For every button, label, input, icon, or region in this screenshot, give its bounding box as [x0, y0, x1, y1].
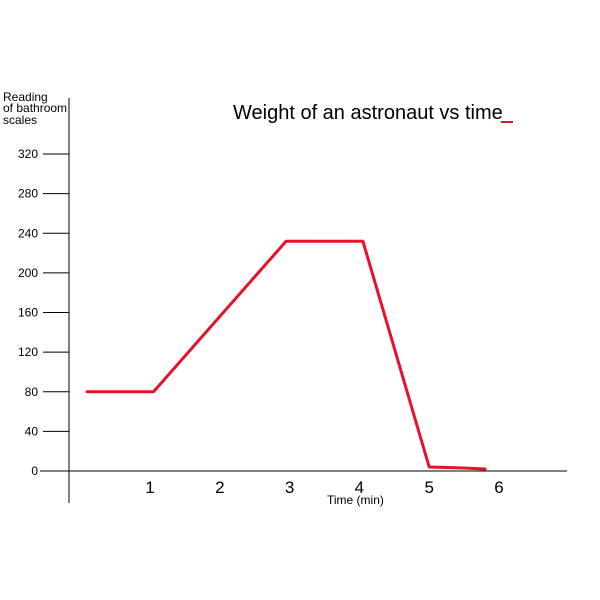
y-tick-label: 240 [18, 226, 38, 240]
y-ticks: 0 40 80 120 160 200 240 280 320 [18, 147, 69, 478]
x-tick-label: 2 [215, 478, 224, 497]
y-tick-label: 40 [25, 424, 39, 438]
y-tick-label: 80 [25, 385, 39, 399]
series-group [85, 239, 487, 471]
x-tick-label: 5 [424, 478, 433, 497]
y-axis-label-line-3: scales [3, 113, 37, 127]
y-tick-label: 280 [18, 187, 38, 201]
chart-title: Weight of an astronaut vs time [233, 102, 503, 124]
axes [40, 98, 567, 503]
y-axis-label-line-1: Reading [3, 90, 48, 104]
y-tick-label: 120 [18, 345, 38, 359]
y-tick-label: 320 [18, 147, 38, 161]
y-tick-label: 0 [31, 464, 38, 478]
x-ticks: 1 2 3 4 5 6 [145, 478, 503, 497]
x-tick-label: 6 [494, 478, 503, 497]
x-tick-label: 3 [285, 478, 294, 497]
y-axis-label-line-2: of bathroom [3, 101, 67, 115]
y-tick-label: 160 [18, 306, 38, 320]
x-axis-label: Time (min) [327, 493, 384, 507]
series-line [85, 239, 487, 471]
x-tick-label: 4 [355, 478, 364, 497]
x-tick-label: 1 [145, 478, 154, 497]
y-tick-label: 200 [18, 266, 38, 280]
